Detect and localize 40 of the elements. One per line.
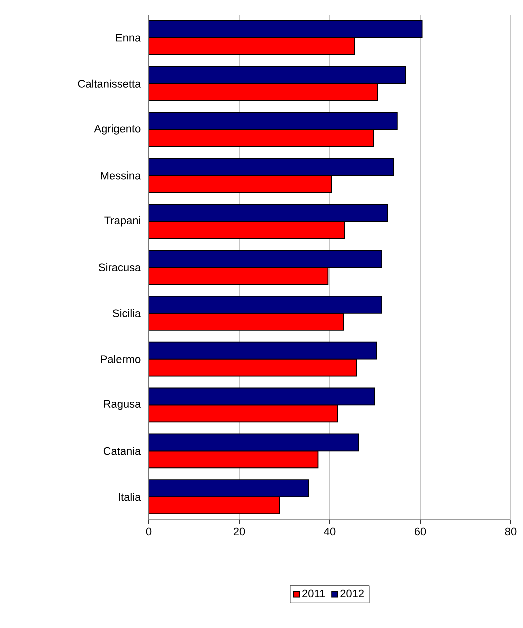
bar [149,221,346,240]
bar [149,342,378,360]
x-tick-label: 0 [146,528,152,536]
x-tick-label: 60 [414,528,426,536]
bar [149,38,356,56]
bar [149,388,376,406]
y-tick-label: Ragusa [104,400,142,410]
bar [149,496,280,514]
y-tick-label: Agrigento [94,124,141,135]
bar [149,66,406,84]
x-tick-label: 80 [505,528,517,536]
bar [149,312,344,331]
y-tick-label: Siracusa [99,263,142,272]
bar [149,83,378,102]
bar [149,20,423,38]
bar [149,404,338,423]
bar [149,204,388,222]
bar [149,250,382,268]
y-tick-label: Catania [104,447,142,456]
bar [149,112,398,130]
y-tick-label: Messina [101,172,142,180]
bar [149,480,310,498]
y-tick-label: Enna [116,34,142,42]
y-tick-label: Caltanissetta [78,80,142,88]
bar [149,296,382,314]
y-tick-label: Italia [119,493,142,502]
bar [149,267,329,285]
bar [149,358,358,377]
bar [149,129,374,148]
legend-label: 2011 [302,590,326,598]
x-tick-label: 40 [324,528,336,536]
bar [149,450,319,469]
x-tick-label: 20 [234,528,246,536]
bar [149,175,332,194]
y-tick-label: Trapani [104,216,140,227]
bar [149,434,360,452]
bar [149,158,394,176]
y-tick-label: Palermo [101,355,141,364]
y-tick-label: Sicilia [113,309,142,318]
legend-label: 2012 [340,590,364,598]
